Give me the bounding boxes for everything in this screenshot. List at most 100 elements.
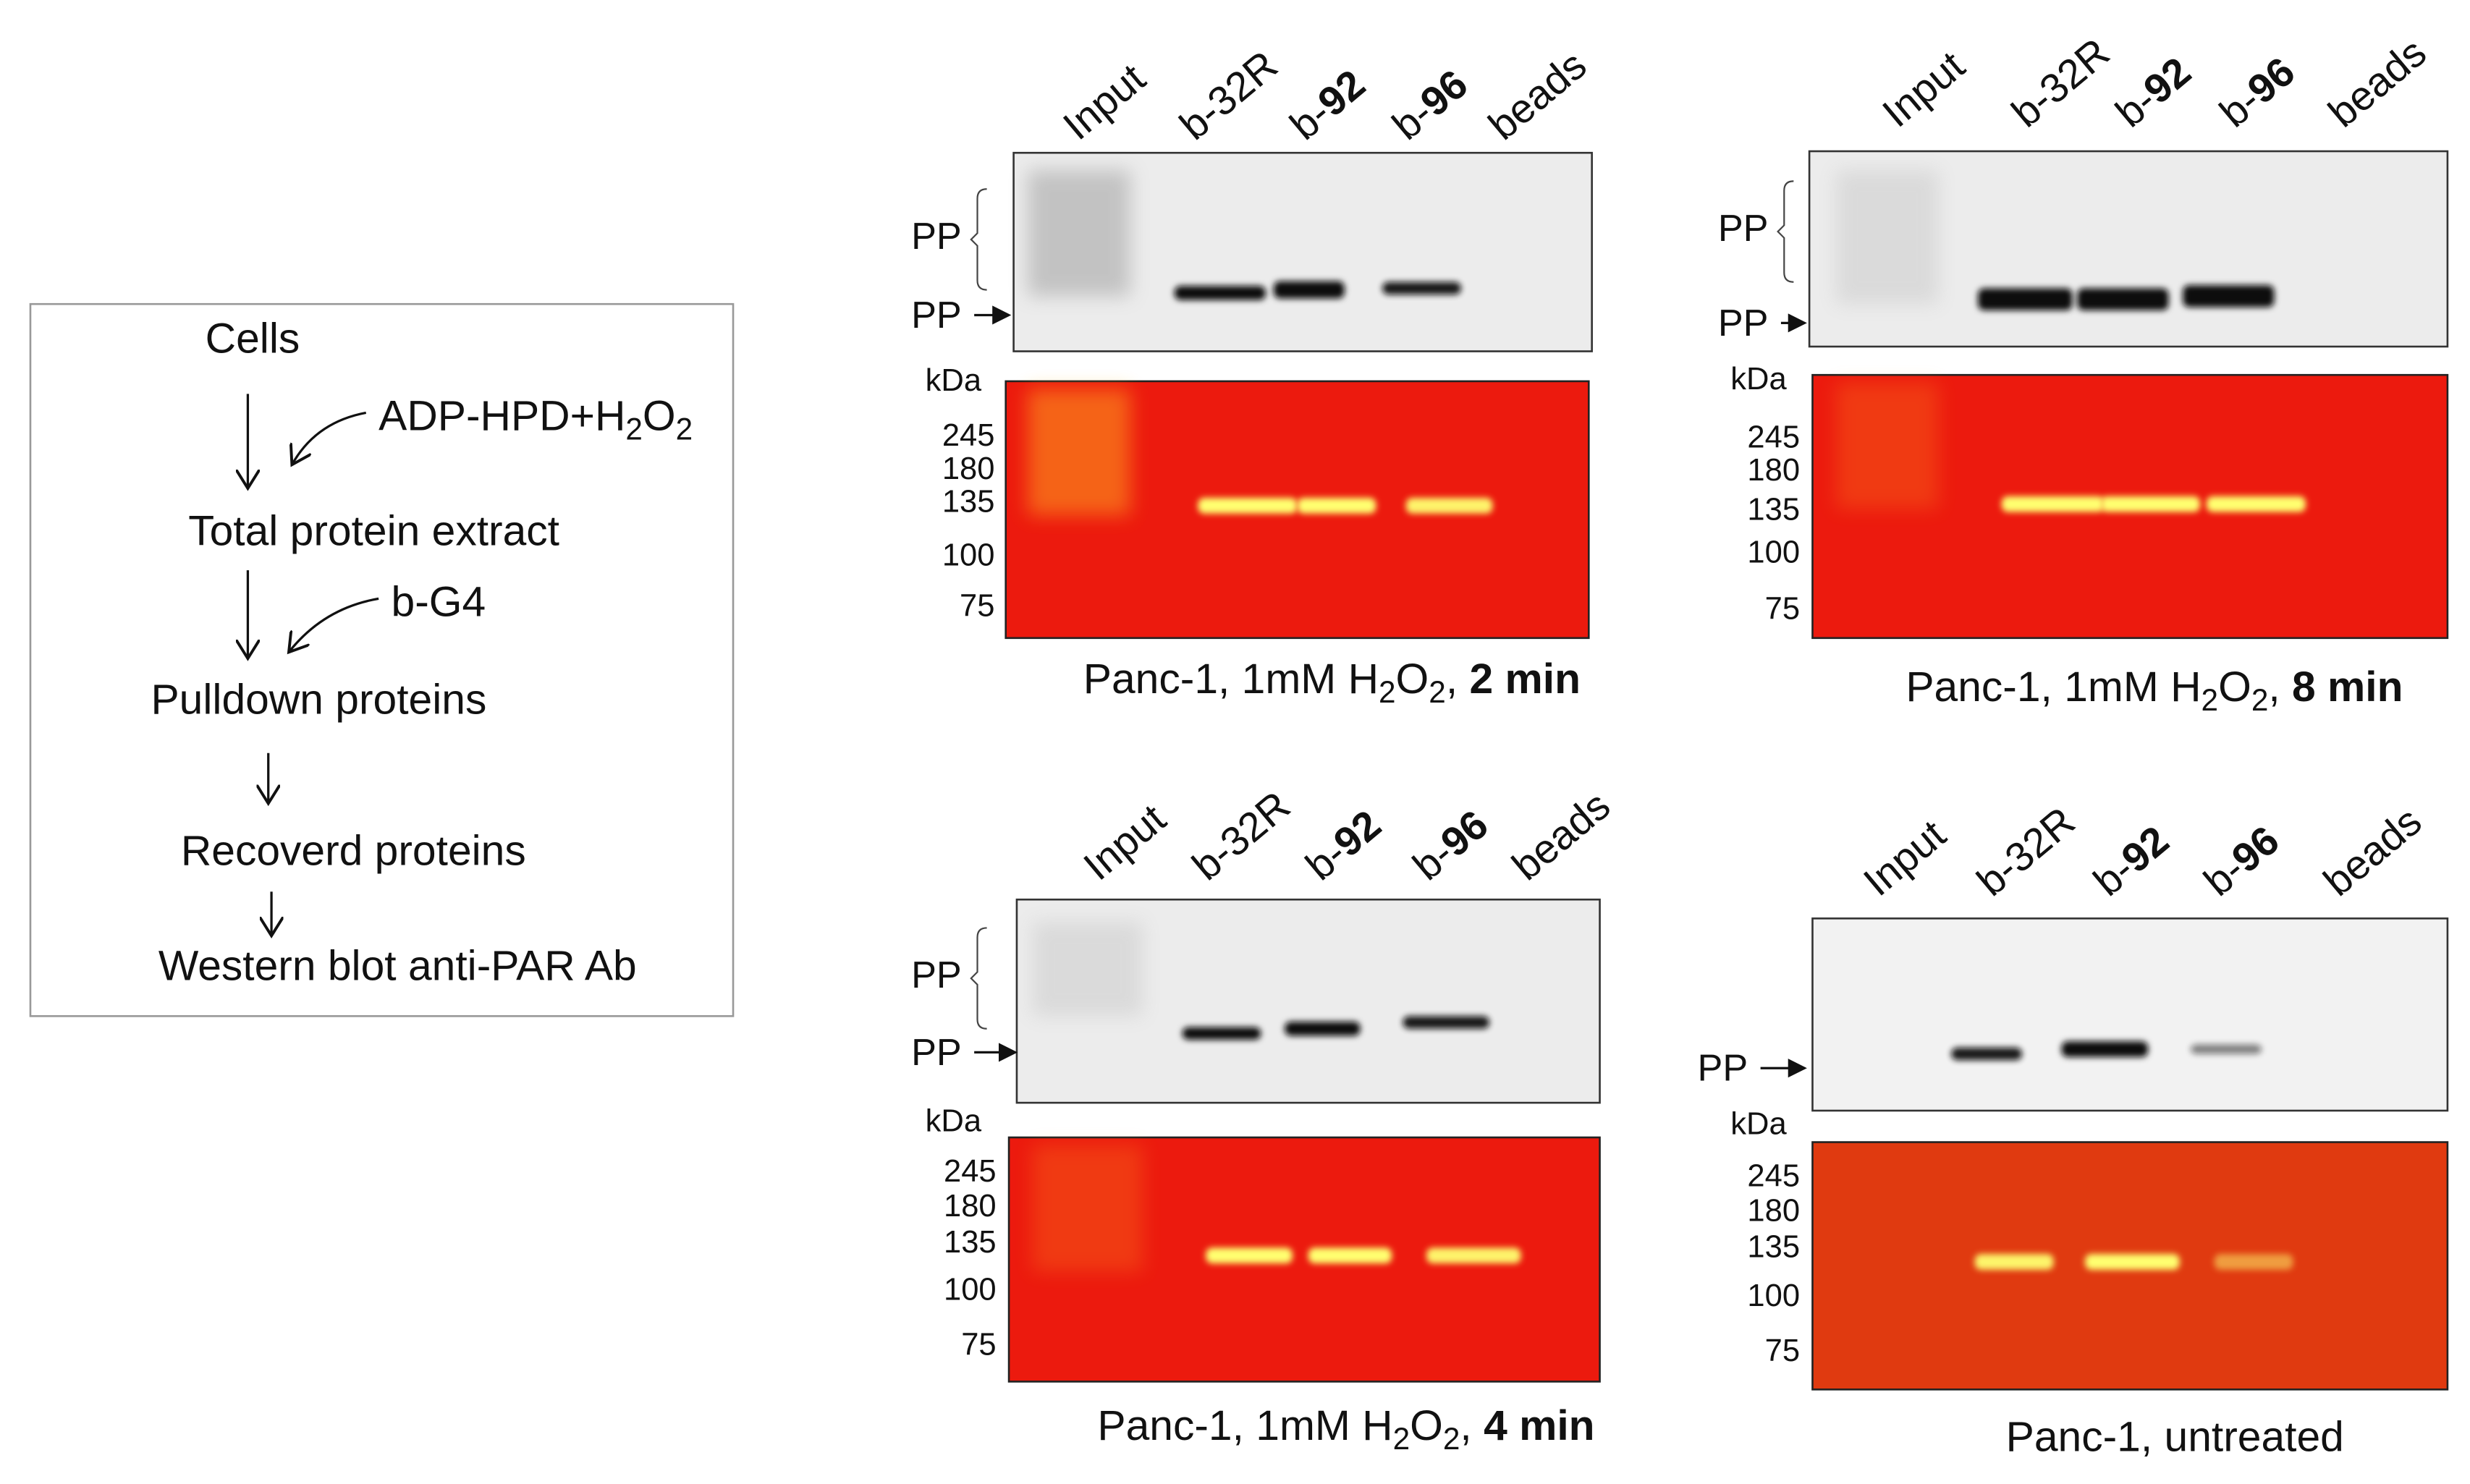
blot-band	[1285, 1021, 1361, 1036]
marker-label: 135	[942, 485, 995, 520]
kda-label: kDa	[1730, 362, 1787, 397]
gel-band	[2206, 496, 2306, 512]
flow-step: Cells	[206, 315, 300, 362]
marker-label: 75	[1765, 1334, 1800, 1368]
gel-band	[1206, 1247, 1293, 1264]
marker-label: 100	[944, 1272, 997, 1307]
kda-label: kDa	[926, 1103, 982, 1138]
pp-label: PP	[1718, 302, 1769, 344]
lane-label: b-92	[2107, 48, 2199, 136]
flow-reagent: ADP-HPD+H2O2	[378, 392, 693, 446]
text-run: b-G4	[392, 578, 486, 625]
blot-band	[1182, 1027, 1261, 1040]
text-run: 2	[2251, 682, 2269, 716]
marker-label: 180	[1747, 453, 1800, 488]
text-run: 2	[625, 412, 643, 446]
marker-label: 245	[944, 1154, 997, 1189]
gel-band	[1308, 1247, 1392, 1264]
pp-bracket	[970, 927, 987, 1030]
flow-step: Total protein extract	[188, 507, 559, 554]
text-run: 2	[1393, 1422, 1410, 1456]
marker-label: 75	[961, 1327, 996, 1362]
text-run: 2	[1443, 1422, 1460, 1456]
lane-label: Input	[1054, 55, 1154, 148]
marker-label: 100	[1747, 1279, 1800, 1313]
marker-label: 135	[1747, 1229, 1800, 1264]
pp-label: PP	[911, 294, 962, 336]
text-run: Panc-1, 1mM H	[1906, 663, 2201, 711]
gel-smear	[1028, 389, 1130, 515]
text-run: 4 min	[1484, 1402, 1595, 1449]
blot-smear	[1032, 921, 1143, 1017]
pp-label: PP	[911, 1032, 962, 1074]
lane-label: b-92	[2085, 817, 2177, 904]
text-run: Panc-1, 1mM H	[1083, 656, 1379, 703]
lane-label: b-32R	[1184, 782, 1299, 889]
pp-label: PP	[1698, 1048, 1748, 1090]
pp-label: PP	[911, 954, 962, 996]
text-run: O	[643, 392, 676, 439]
lane-label: b-32R	[1171, 42, 1286, 148]
text-run: Input	[1855, 811, 1954, 904]
pp-bracket	[970, 188, 987, 291]
lane-label: Input	[1075, 795, 1174, 889]
marker-label: 75	[960, 588, 994, 623]
text-run: Input	[1075, 795, 1174, 889]
gel-band	[1198, 498, 1298, 514]
gel-smear	[1836, 383, 1939, 509]
text-run: 2	[2202, 682, 2219, 716]
text-run: beads	[2315, 798, 2430, 904]
text-run: 2 min	[1469, 656, 1581, 703]
blot-smear	[1028, 170, 1130, 297]
gel-band	[2001, 496, 2105, 512]
marker-label: 180	[944, 1189, 997, 1224]
gel-band	[1974, 1254, 2054, 1270]
caption: Panc-1, untreated	[2006, 1413, 2344, 1460]
text-run: b-32R	[1171, 42, 1286, 148]
marker-label: 135	[1747, 493, 1800, 527]
lane-label: beads	[2319, 29, 2435, 135]
blot-band	[2191, 1044, 2262, 1054]
blot-band	[1273, 281, 1345, 299]
gel-band	[1405, 498, 1493, 514]
text-run: O	[2218, 663, 2251, 711]
flow-step: Recoverd proteins	[181, 827, 526, 874]
text-run: ,	[1460, 1402, 1484, 1449]
pp-bracket	[1777, 180, 1794, 283]
text-run: Panc-1, 1mM H	[1097, 1402, 1392, 1449]
text-run: O	[1396, 656, 1429, 703]
pp-label: PP	[1718, 208, 1769, 250]
text-run: b-32R	[1184, 782, 1299, 889]
lane-label: b-96	[2211, 48, 2303, 136]
flow-arrows	[248, 394, 379, 936]
marker-label: 245	[1747, 1158, 1800, 1193]
gel-band	[1426, 1247, 1521, 1264]
blot-band	[2077, 288, 2169, 310]
text-run: 2	[1379, 675, 1396, 709]
caption: Panc-1, 1mM H2O2, 4 min	[1097, 1402, 1594, 1456]
blot-band	[1978, 288, 2073, 310]
blot-smear	[1836, 170, 1939, 305]
text-run: ,	[1446, 656, 1470, 703]
text-run: 2	[1429, 675, 1446, 709]
blot	[1811, 917, 2449, 1112]
text-run: beads	[2319, 29, 2435, 135]
flow-step: Pulldown proteins	[151, 676, 486, 723]
marker-label: 180	[942, 451, 995, 486]
text-run: Panc-1, untreated	[2006, 1413, 2344, 1460]
lane-label: beads	[1480, 42, 1595, 148]
pp-label: PP	[911, 216, 962, 258]
text-run: ,	[2268, 663, 2292, 711]
lane-label: beads	[2315, 798, 2430, 904]
lane-label: b-32R	[2003, 29, 2118, 135]
kda-label: kDa	[1730, 1107, 1787, 1142]
blot-band	[2061, 1041, 2149, 1057]
text-run: b-32R	[1968, 798, 2084, 904]
marker-label: 245	[942, 418, 995, 453]
lane-label: b-32R	[1968, 798, 2084, 904]
gel-band	[2100, 496, 2201, 512]
